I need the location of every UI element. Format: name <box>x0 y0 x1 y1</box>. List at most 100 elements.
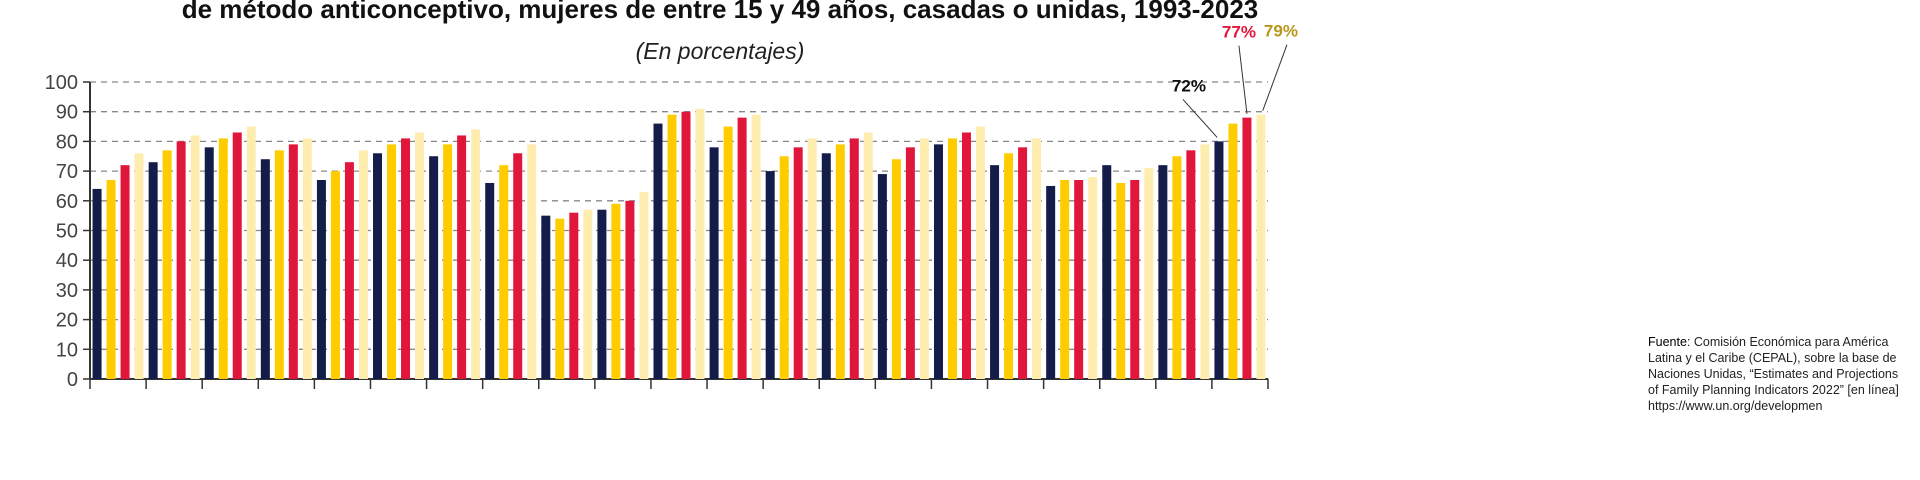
y-tick-label: 80 <box>56 131 78 153</box>
bar <box>344 162 354 379</box>
bar <box>457 135 467 379</box>
bar <box>358 150 368 379</box>
bar <box>1228 123 1238 379</box>
bar <box>1130 180 1140 379</box>
annotation-label: 79% <box>1264 22 1298 41</box>
bar <box>779 156 789 379</box>
bar <box>1144 168 1154 379</box>
bar <box>709 147 719 379</box>
y-tick-label: 90 <box>56 102 78 124</box>
bar <box>653 123 663 379</box>
bar <box>667 114 677 380</box>
bar <box>737 117 747 379</box>
bar <box>835 144 845 379</box>
bar <box>260 159 270 379</box>
annotation-label: 72% <box>1172 76 1206 95</box>
bar <box>541 215 551 379</box>
bar <box>807 138 817 379</box>
y-tick-label: 100 <box>45 72 78 94</box>
bar <box>751 114 761 380</box>
bar <box>1242 117 1252 379</box>
bar <box>302 138 312 379</box>
bar <box>1200 144 1210 379</box>
bar <box>92 188 102 379</box>
bar <box>330 171 340 379</box>
bar <box>1088 177 1098 379</box>
annotation-leader <box>1182 99 1218 138</box>
bar <box>877 174 887 379</box>
y-tick-label: 60 <box>56 191 78 213</box>
bar <box>190 135 200 379</box>
bar <box>1214 141 1224 379</box>
bar <box>961 132 971 379</box>
bar <box>429 156 439 379</box>
bar <box>373 153 383 379</box>
bar <box>401 138 411 379</box>
bar <box>569 212 579 379</box>
source-note: Fuente: Comisión Económica para América … <box>1648 334 1910 414</box>
bar <box>134 153 144 379</box>
bar <box>639 191 649 379</box>
bar <box>1004 153 1014 379</box>
bar <box>933 144 943 379</box>
bar <box>148 162 158 379</box>
bar <box>765 171 775 379</box>
bar <box>485 182 495 379</box>
bar <box>1032 138 1042 379</box>
bar <box>443 144 453 379</box>
bar <box>120 165 130 379</box>
annotation-leader <box>1238 45 1248 114</box>
annotation-label: 77% <box>1222 23 1256 42</box>
bar <box>1102 165 1112 379</box>
bar <box>849 138 859 379</box>
y-tick-label: 0 <box>67 369 78 391</box>
bar <box>218 138 228 379</box>
chart-title: de método anticonceptivo, mujeres de ent… <box>181 0 1259 24</box>
bar <box>555 218 565 379</box>
bar <box>1186 150 1196 379</box>
source-label: Fuente <box>1648 335 1687 349</box>
bar <box>1158 165 1168 379</box>
bar <box>246 126 256 379</box>
bar <box>415 132 425 379</box>
y-tick-label: 40 <box>56 250 78 272</box>
bar <box>891 159 901 379</box>
bar <box>1074 180 1084 379</box>
bar <box>1256 114 1266 380</box>
bar <box>471 129 481 379</box>
bar <box>625 200 635 379</box>
bar <box>204 147 214 379</box>
bar <box>499 165 509 379</box>
bar <box>695 108 705 379</box>
bar <box>990 165 1000 379</box>
bar <box>232 132 242 379</box>
y-tick-label: 70 <box>56 161 78 183</box>
bar <box>821 153 831 379</box>
bar <box>1060 180 1070 379</box>
bar <box>527 144 537 379</box>
chart-subtitle: (En porcentajes) <box>635 38 805 64</box>
bar <box>162 150 172 379</box>
bar <box>793 147 803 379</box>
annotation-leader <box>1262 44 1288 111</box>
bar <box>947 138 957 379</box>
bar <box>905 147 915 379</box>
bar <box>387 144 397 379</box>
bar <box>106 180 116 379</box>
bar <box>681 111 691 379</box>
source-text: : Comisión Económica para América Latina… <box>1648 335 1899 413</box>
bar <box>975 126 985 379</box>
bar <box>723 126 733 379</box>
bar <box>316 180 326 379</box>
bar <box>597 209 607 379</box>
bar-chart: 0 10 20 30 40 50 60 70 80 90 100 72% 77% 79% <box>45 22 1298 391</box>
bar <box>1046 185 1056 379</box>
bar <box>1172 156 1182 379</box>
y-tick-label: 50 <box>56 221 78 243</box>
bar <box>863 132 873 379</box>
bar <box>1116 182 1126 379</box>
bar <box>1018 147 1028 379</box>
bar <box>288 144 298 379</box>
bar <box>513 153 523 379</box>
bar <box>176 141 186 379</box>
